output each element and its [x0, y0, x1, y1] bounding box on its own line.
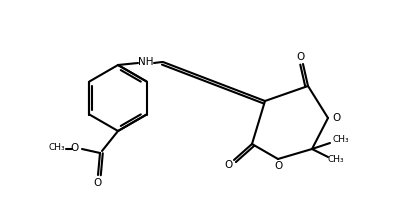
Text: NH: NH — [138, 57, 154, 67]
Text: O: O — [275, 161, 283, 171]
Text: O: O — [225, 160, 233, 170]
Text: O: O — [71, 143, 79, 153]
Text: O: O — [297, 52, 305, 62]
Text: O: O — [94, 178, 102, 188]
Text: CH₃: CH₃ — [328, 156, 344, 165]
Text: CH₃: CH₃ — [333, 135, 349, 144]
Text: CH₃: CH₃ — [49, 144, 65, 152]
Text: O: O — [333, 113, 341, 123]
